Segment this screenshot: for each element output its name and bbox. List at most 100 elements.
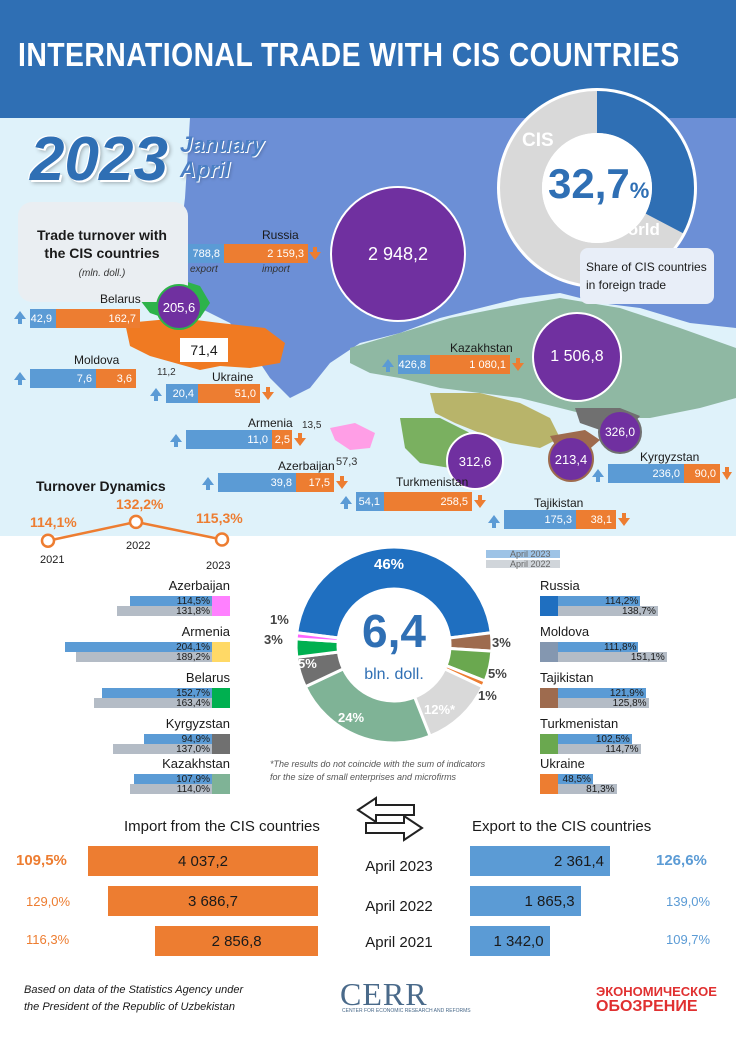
growth-label-kazakhstan: Kazakhstan — [162, 756, 230, 771]
growth-bar-2022-turkmenistan: 114,7% — [558, 744, 641, 755]
armenia-turnover: 13,5 — [302, 420, 322, 431]
growth-bar-2023-moldova: 111,8% — [558, 642, 639, 653]
kazakhstan-turnover-bubble: 1 506,8 — [532, 312, 622, 402]
turkmenistan-export-bar: 54,1 — [356, 492, 384, 511]
month-start: January — [180, 132, 265, 157]
year-label: 2023 — [30, 125, 168, 194]
tajikistan-import-bar: 38,1 — [576, 510, 616, 529]
turnover-unit: (mln. doll.) — [78, 268, 126, 279]
turnover-box — [18, 202, 188, 302]
dynamics-point-2022 — [128, 514, 144, 530]
period-2022: April 2022 — [365, 898, 433, 915]
dynamics-point-2023 — [214, 532, 230, 547]
growth-bar-2023-armenia: 204,1% — [65, 642, 212, 653]
slice-label-ukraine: 1% — [478, 688, 497, 703]
moldova-import-bar: 3,6 — [96, 369, 136, 388]
kazakhstan-export-bar: 426,8 — [398, 355, 430, 374]
share-pct-sign: % — [629, 178, 650, 203]
source-line2: the President of the Republic of Uzbekis… — [24, 1001, 235, 1013]
turkmenistan-label: Turkmenistan — [396, 475, 469, 489]
moldova-turnover: 11,2 — [157, 367, 176, 378]
ukraine-up-arrow-icon — [150, 388, 162, 401]
dynamics-line — [40, 514, 230, 548]
import-bar-2023: 4 037,2 — [88, 846, 318, 876]
eo-line2: ОБОЗРЕНИЕ — [596, 998, 698, 1015]
turnover-title-line1: Trade turnover with — [37, 227, 167, 243]
growth-label-moldova: Moldova — [540, 624, 590, 639]
share-note: Share of CIS countries in foreign trade — [580, 248, 714, 304]
eo-line1: ЭКОНОМИЧЕСКОЕ — [596, 984, 717, 999]
period-2021: April 2021 — [365, 934, 433, 951]
slice-label-russia: 46% — [374, 556, 405, 573]
eo-logo: ЭКОНОМИЧЕСКОЕ ОБОЗРЕНИЕ — [596, 984, 717, 1015]
export-caption: export — [190, 264, 218, 275]
kazakhstan-down-arrow-icon — [512, 358, 524, 371]
growth-label-azerbaijan: Azerbaijan — [168, 578, 230, 593]
dynamics-year-2023: 2023 — [206, 560, 231, 572]
export-bar-2022: 1 865,3 — [470, 886, 581, 916]
donut-slice-azerbaijan — [294, 631, 341, 644]
moldova-up-arrow-icon — [14, 372, 26, 385]
growth-bar-2022-tajikistan: 125,8% — [558, 698, 649, 709]
kyrgyzstan-export-bar: 236,0 — [608, 464, 684, 483]
kyrgyzstan-label: Kyrgyzstan — [640, 450, 700, 464]
cis-label: CIS — [522, 130, 554, 151]
slice-label-tajikistan: 3% — [492, 635, 511, 650]
growth-label-ukraine: Ukraine — [540, 756, 585, 771]
russia-down-arrow-icon — [309, 247, 321, 260]
slice-label-turkmenistan: 5% — [488, 666, 507, 681]
moldova-label: Moldova — [74, 353, 120, 367]
belarus-export-bar: 42,9 — [30, 309, 56, 328]
structure-donut — [294, 545, 494, 745]
russia-export-bar: 788,8 — [188, 244, 224, 263]
armenia-up-arrow-icon — [170, 434, 182, 447]
slice-label-azerbaijan: 1% — [270, 612, 289, 627]
growth-swatch-ukraine — [540, 774, 558, 794]
world-label: World — [612, 220, 660, 239]
growth-bar-2023-turkmenistan: 102,5% — [558, 734, 632, 745]
azerbaijan-label: Azerbaijan — [278, 459, 335, 473]
turnover-title-line2: the CIS countries — [44, 245, 160, 261]
belarus-turnover-bubble: 205,6 — [156, 284, 202, 330]
export-bar-2021: 1 342,0 — [470, 926, 550, 956]
belarus-up-arrow-icon — [14, 311, 26, 324]
russia-label: Russia — [262, 228, 299, 242]
export-pct-2023: 126,6% — [656, 852, 707, 869]
import-pct-2021: 116,3% — [26, 932, 70, 947]
page-title: INTERNATIONAL TRADE WITH CIS COUNTRIES — [18, 36, 680, 73]
tajikistan-label: Tajikistan — [534, 496, 584, 510]
month-end: April — [180, 157, 231, 182]
azerbaijan-up-arrow-icon — [202, 477, 214, 490]
growth-bar-2022-russia: 138,7% — [558, 606, 658, 617]
ukraine-import-bar: 51,0 — [198, 384, 260, 403]
azerbaijan-import-bar: 17,5 — [296, 473, 334, 492]
cerr-logo: CERR — [340, 976, 428, 1012]
azerbaijan-turnover: 57,3 — [336, 456, 358, 468]
ukraine-turnover-box: 71,4 — [180, 338, 228, 362]
armenia-export-bar: 11,0 — [186, 430, 272, 449]
armenia-down-arrow-icon — [294, 433, 306, 446]
dynamics-pct-2023: 115,3% — [196, 510, 243, 526]
dynamics-title: Turnover Dynamics — [36, 478, 166, 494]
growth-swatch-armenia — [212, 642, 230, 662]
kyrgyzstan-turnover-bubble: 326,0 — [598, 410, 642, 454]
growth-swatch-belarus — [212, 688, 230, 708]
import-bar-2022: 3 686,7 — [107, 886, 318, 916]
kazakhstan-import-bar: 1 080,1 — [430, 355, 510, 374]
growth-label-turkmenistan: Turkmenistan — [540, 716, 619, 731]
armenia-label: Armenia — [248, 416, 293, 430]
growth-bar-2023-ukraine: 48,5% — [558, 774, 593, 785]
azerbaijan-down-arrow-icon — [336, 476, 348, 489]
caucasus-shape — [330, 423, 375, 450]
cis-segment — [500, 91, 694, 285]
turkmenistan-import-bar: 258,5 — [384, 492, 472, 511]
growth-bar-2023-azerbaijan: 114,5% — [129, 596, 212, 607]
growth-label-kyrgyzstan: Kyrgyzstan — [165, 716, 230, 731]
growth-label-belarus: Belarus — [185, 670, 230, 685]
import-pct-2023: 109,5% — [16, 852, 67, 869]
moldova-export-bar: 7,6 — [30, 369, 96, 388]
growth-label-russia: Russia — [540, 578, 580, 593]
slice-label-others: 12%* — [424, 702, 456, 717]
growth-swatch-kazakhstan — [212, 774, 230, 794]
kazakhstan-label: Kazakhstan — [450, 341, 513, 355]
